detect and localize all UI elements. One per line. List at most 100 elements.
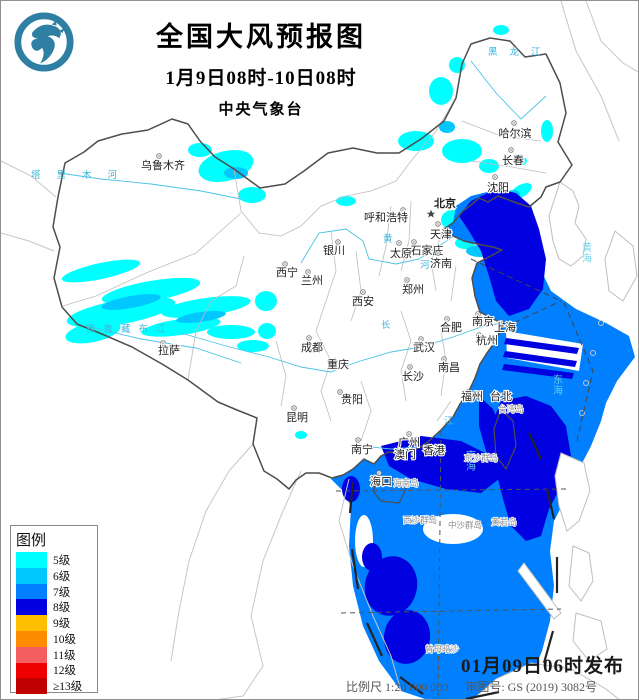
river-label: 塔里木河	[31, 169, 133, 181]
yarlung-river	[85, 325, 242, 364]
taiwan-outline	[493, 407, 517, 471]
rivers	[58, 60, 547, 450]
city-label: 重庆	[327, 357, 349, 371]
river-label: 黑龙江	[488, 46, 553, 58]
palawan-outline	[517, 562, 562, 620]
city-marker-dot	[330, 361, 332, 363]
city-marker-dot	[362, 291, 364, 293]
city-label: 天津	[430, 228, 452, 241]
river-label: 江	[444, 416, 454, 427]
city-label: 银川	[323, 243, 345, 257]
tarim-river	[58, 172, 242, 200]
legend-swatch	[16, 599, 47, 616]
city-marker-dot	[406, 279, 408, 281]
legend-swatch	[16, 567, 47, 584]
legend-swatch	[16, 615, 47, 631]
river-label: 黄	[383, 233, 393, 245]
city-label: 拉萨	[158, 343, 180, 357]
river-label: 雅鲁藏布江	[86, 323, 174, 335]
city-marker-dot	[513, 122, 515, 124]
city-label: 呼和浩特	[364, 210, 408, 224]
island-label: 黄岩岛	[491, 517, 517, 527]
island-label: 西沙群岛	[403, 515, 437, 525]
legend-swatch	[16, 583, 47, 600]
borneo-outline	[472, 662, 620, 699]
city-label: 海口	[370, 474, 392, 488]
city-marker-dot	[162, 342, 164, 344]
river-label: 河	[420, 259, 430, 271]
city-marker-dot	[307, 271, 309, 273]
city-marker-dot	[339, 391, 341, 393]
city-label: 合肥	[440, 320, 462, 334]
city-marker-dot	[284, 263, 286, 265]
city-label: 太原	[390, 247, 412, 260]
city-marker-dot	[378, 472, 380, 474]
city-marker-dot	[293, 407, 295, 409]
release-time: 01月09日06时发布	[460, 656, 624, 677]
city-label: 南宁	[351, 442, 373, 456]
songhua-river	[470, 60, 547, 120]
island-label: 海南岛	[393, 478, 419, 488]
legend-label: 11级	[53, 649, 76, 662]
island-label: 曾母暗沙	[425, 644, 460, 654]
legend-title: 图例	[16, 533, 47, 549]
sea-label: 东海	[553, 373, 563, 397]
russia-coast-ne	[585, 1, 638, 73]
sea-label: 黄海	[582, 241, 592, 265]
city-label: 台北	[490, 389, 512, 403]
legend-label: 7级	[53, 586, 71, 599]
scale-text: 比例尺 1:20 000 000	[346, 680, 449, 694]
city-marker-dot	[443, 358, 445, 360]
city-label: 杭州	[476, 333, 498, 347]
city-label: 济南	[430, 256, 452, 270]
city-label: 长沙	[402, 370, 424, 383]
legend-swatch	[16, 662, 47, 679]
capital-star-marker	[426, 209, 436, 218]
city-marker-dot	[402, 209, 404, 211]
yellow-river	[300, 228, 454, 265]
legend-row: 9级	[16, 615, 97, 631]
capital-label: 北京	[434, 196, 456, 210]
legend-row: 10级	[16, 630, 97, 647]
japan-kyushu-outline	[604, 230, 638, 302]
legend-swatch	[16, 678, 47, 695]
legend-label: 6级	[53, 570, 71, 583]
city-marker-dot	[497, 393, 499, 395]
legend-label: 10级	[53, 633, 76, 646]
cma-logo	[14, 12, 74, 72]
legend-row: 8级	[16, 599, 97, 616]
city-label: 长春	[502, 154, 524, 167]
mindanao-outline	[572, 612, 608, 662]
legend-label: ≥13级	[53, 681, 83, 694]
central-asia-border-2	[1, 232, 55, 252]
city-marker-dot	[437, 252, 439, 254]
legend-row: 7级	[16, 583, 97, 600]
city-label: 西安	[352, 294, 374, 308]
city-marker-dot	[494, 176, 496, 178]
city-marker-dot	[412, 453, 414, 455]
legend-items: 5级 6级 7级 8级 9级 10级 11级 12级 ≥13级	[16, 552, 97, 695]
yangtze-river	[180, 322, 502, 373]
legend-swatch	[16, 646, 47, 663]
legend-row: 5级	[16, 552, 97, 568]
foreign-coastlines	[472, 181, 638, 699]
city-label: 沈阳	[487, 180, 509, 194]
legend-row: ≥13级	[16, 678, 97, 695]
city-marker-dot	[398, 242, 400, 244]
china-national-border	[52, 37, 573, 490]
city-marker-dot	[478, 334, 480, 336]
city-marker-dot	[446, 318, 448, 320]
city-label: 西宁	[276, 265, 298, 279]
legend-label: 5级	[53, 554, 71, 567]
city-label: 郑州	[402, 282, 424, 296]
myanmar-coast	[170, 443, 254, 662]
city-label: 澳门	[394, 447, 416, 461]
legend-row: 12级	[16, 662, 97, 679]
legend-swatch	[16, 552, 47, 568]
city-marker-dot	[337, 241, 339, 243]
city-label: 上海	[494, 320, 516, 334]
city-marker-dot	[467, 391, 469, 393]
city-labels: 乌鲁木齐哈尔滨长春沈阳天津石家庄太原济南郑州呼和浩特银川西宁兰州西安成都重庆武汉…	[140, 120, 533, 489]
